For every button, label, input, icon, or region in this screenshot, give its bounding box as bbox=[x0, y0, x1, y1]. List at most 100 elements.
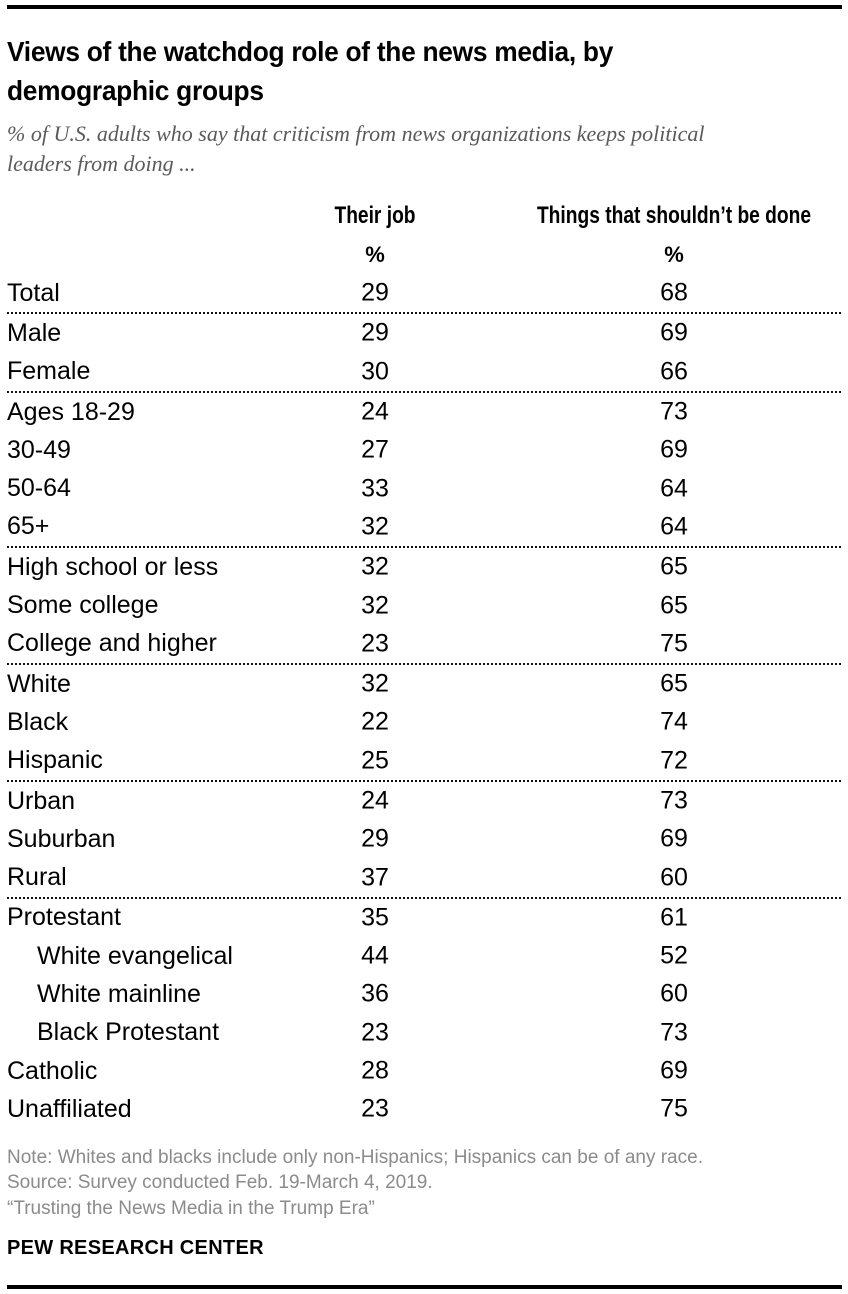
row-label: Some college bbox=[7, 591, 159, 620]
row-label: Male bbox=[7, 318, 62, 347]
value-their-job: 24 bbox=[361, 397, 389, 426]
value-things-not-done: 75 bbox=[660, 1094, 688, 1123]
table-row: 30-49 27 69 bbox=[7, 431, 842, 469]
table-row: 50-64 33 64 bbox=[7, 469, 842, 507]
value-things-not-done: 64 bbox=[660, 474, 688, 503]
table-row: Rural 37 60 bbox=[7, 858, 842, 896]
value-their-job: 32 bbox=[361, 512, 389, 541]
table-row: Catholic 28 69 bbox=[7, 1052, 842, 1090]
table-row: Unaffiliated 23 75 bbox=[7, 1090, 842, 1128]
row-label: Black Protestant bbox=[37, 1018, 220, 1047]
table-row: Suburban 29 69 bbox=[7, 820, 842, 858]
value-their-job: 37 bbox=[361, 863, 389, 892]
value-their-job: 32 bbox=[361, 669, 389, 698]
column-header-their-job: Their job bbox=[334, 202, 416, 229]
row-label: 65+ bbox=[7, 512, 50, 541]
row-label: 50-64 bbox=[7, 474, 71, 503]
table-row: Black 22 74 bbox=[7, 703, 842, 741]
table-group: Total 29 68 bbox=[7, 274, 842, 314]
row-label: Unaffiliated bbox=[7, 1094, 132, 1123]
table-row: High school or less 32 65 bbox=[7, 548, 842, 586]
page-title: Views of the watchdog role of the news m… bbox=[7, 36, 614, 106]
table-group: Male 29 69 Female 30 66 bbox=[7, 314, 842, 393]
table-row: White 32 65 bbox=[7, 665, 842, 703]
value-things-not-done: 69 bbox=[660, 1056, 688, 1085]
value-their-job: 27 bbox=[361, 435, 389, 464]
value-their-job: 29 bbox=[361, 318, 389, 347]
value-their-job: 33 bbox=[361, 474, 389, 503]
value-things-not-done: 69 bbox=[660, 318, 688, 347]
value-their-job: 30 bbox=[361, 357, 389, 386]
table-row: White mainline 36 60 bbox=[7, 975, 842, 1013]
table-row: White evangelical 44 52 bbox=[7, 937, 842, 975]
row-label: Hispanic bbox=[7, 746, 103, 775]
unit-label-col2: % bbox=[664, 242, 684, 267]
value-things-not-done: 69 bbox=[660, 435, 688, 464]
value-things-not-done: 65 bbox=[660, 552, 688, 581]
unit-row: % % bbox=[7, 234, 842, 274]
table-group: Urban 24 73 Suburban 29 69 Rural 37 60 bbox=[7, 782, 842, 899]
value-things-not-done: 73 bbox=[660, 786, 688, 815]
table-group: High school or less 32 65 Some college 32 65 C… bbox=[7, 548, 842, 665]
value-things-not-done: 52 bbox=[660, 941, 688, 970]
row-label: White evangelical bbox=[37, 941, 233, 970]
value-their-job: 23 bbox=[361, 1094, 389, 1123]
footnotes: Note: Whites and blacks include only non… bbox=[7, 1145, 842, 1222]
value-their-job: 23 bbox=[361, 1018, 389, 1047]
value-their-job: 44 bbox=[361, 941, 389, 970]
row-label: 30-49 bbox=[7, 435, 71, 464]
value-things-not-done: 75 bbox=[660, 629, 688, 658]
report-title-text: “Trusting the News Media in the Trump Er… bbox=[7, 1197, 375, 1219]
table-row: Urban 24 73 bbox=[7, 782, 842, 820]
note-text: Note: Whites and blacks include only non… bbox=[7, 1146, 703, 1168]
unit-label-col1: % bbox=[365, 242, 385, 267]
table-row: Total 29 68 bbox=[7, 274, 842, 312]
table-body: Total 29 68 Male 29 69 Female 30 66 Ages 18-29 24 7… bbox=[7, 274, 842, 1129]
value-their-job: 32 bbox=[361, 591, 389, 620]
value-their-job: 29 bbox=[361, 824, 389, 853]
source-text: Source: Survey conducted Feb. 19-March 4… bbox=[7, 1172, 433, 1194]
value-their-job: 23 bbox=[361, 629, 389, 658]
value-things-not-done: 68 bbox=[660, 278, 688, 307]
value-things-not-done: 64 bbox=[660, 512, 688, 541]
row-label: Catholic bbox=[7, 1056, 98, 1085]
value-things-not-done: 60 bbox=[660, 979, 688, 1008]
value-things-not-done: 61 bbox=[660, 903, 688, 932]
value-their-job: 29 bbox=[361, 278, 389, 307]
value-things-not-done: 60 bbox=[660, 863, 688, 892]
chart-subtitle: % of U.S. adults who say that criticism … bbox=[7, 121, 705, 176]
table-row: College and higher 23 75 bbox=[7, 625, 842, 663]
table-row: Ages 18-29 24 73 bbox=[7, 393, 842, 431]
top-rule bbox=[7, 5, 842, 9]
table-row: Male 29 69 bbox=[7, 314, 842, 352]
value-things-not-done: 65 bbox=[660, 591, 688, 620]
value-things-not-done: 73 bbox=[660, 397, 688, 426]
table-row: Protestant 35 61 bbox=[7, 899, 842, 937]
table-group: Ages 18-29 24 73 30-49 27 69 50-64 33 64 65+ 32 64 bbox=[7, 393, 842, 548]
value-their-job: 24 bbox=[361, 786, 389, 815]
value-their-job: 32 bbox=[361, 552, 389, 581]
table-row: Hispanic 25 72 bbox=[7, 742, 842, 780]
row-label: Rural bbox=[7, 863, 67, 892]
row-label: Ages 18-29 bbox=[7, 397, 135, 426]
row-label: Protestant bbox=[7, 903, 121, 932]
row-label: Urban bbox=[7, 786, 76, 815]
row-label: College and higher bbox=[7, 629, 217, 658]
value-their-job: 35 bbox=[361, 903, 389, 932]
column-header-things-not-done: Things that shouldn’t be done bbox=[536, 202, 812, 229]
value-things-not-done: 73 bbox=[660, 1018, 688, 1047]
table-row: Female 30 66 bbox=[7, 353, 842, 391]
row-label: High school or less bbox=[7, 552, 219, 581]
value-things-not-done: 72 bbox=[660, 746, 688, 775]
row-label: Black bbox=[7, 707, 69, 736]
value-things-not-done: 65 bbox=[660, 669, 688, 698]
table-group: Protestant 35 61 White evangelical 44 52 White… bbox=[7, 899, 842, 1129]
value-things-not-done: 74 bbox=[660, 707, 688, 736]
table-header: Their job Things that shouldn’t be done bbox=[7, 192, 842, 234]
pew-research-center-wordmark: PEW RESEARCH CENTER bbox=[7, 1237, 264, 1260]
table-group: White 32 65 Black 22 74 Hispanic 25 72 bbox=[7, 665, 842, 782]
row-label: White mainline bbox=[37, 979, 201, 1008]
value-things-not-done: 66 bbox=[660, 357, 688, 386]
data-table: Their job Things that shouldn’t be done … bbox=[7, 192, 842, 1129]
